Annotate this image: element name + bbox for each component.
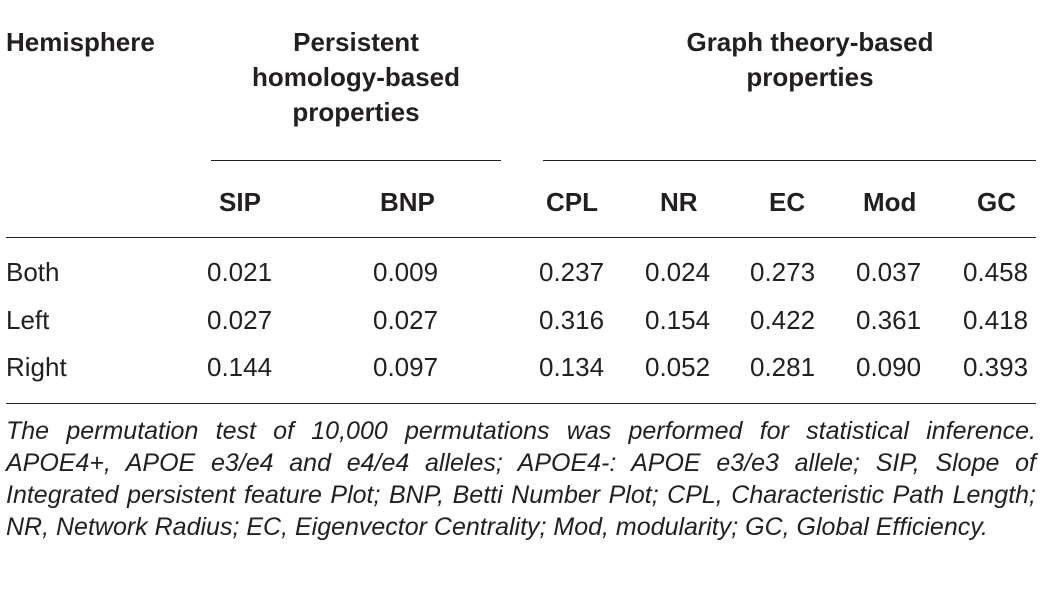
column-header-cpl: CPL [546, 187, 598, 217]
table-cell: 0.009 [373, 257, 439, 287]
table-cell: 0.024 [645, 257, 711, 287]
group-rule-persistent-homology [211, 160, 501, 161]
row-label-left: Left [6, 305, 50, 335]
row-label-right: Right [6, 352, 67, 382]
table-cell: 0.154 [645, 305, 711, 335]
table-cell: 0.052 [645, 352, 711, 382]
column-header-ec: EC [769, 187, 806, 217]
header-group-line: properties [292, 97, 420, 127]
column-header-gc: GC [977, 187, 1016, 217]
header-hemisphere: Hemisphere [6, 27, 155, 57]
table-bottom-rule [6, 403, 1036, 404]
table-cell: 0.281 [750, 352, 816, 382]
table-cell: 0.316 [539, 305, 605, 335]
table-cell: 0.393 [963, 352, 1029, 382]
table-cell: 0.097 [373, 352, 439, 382]
column-header-sip: SIP [219, 187, 261, 217]
header-group-persistent-homology: Persistent homology-based properties [206, 25, 506, 130]
header-group-graph-theory: Graph theory-based properties [660, 25, 960, 95]
table-cell: 0.273 [750, 257, 816, 287]
table-cell: 0.134 [539, 352, 605, 382]
column-header-nr: NR [660, 187, 698, 217]
table-cell: 0.021 [207, 257, 273, 287]
table-cell: 0.144 [207, 352, 273, 382]
table-cell: 0.237 [539, 257, 605, 287]
header-bottom-rule [6, 237, 1036, 238]
column-header-mod: Mod [863, 187, 917, 217]
header-group-line: homology-based [251, 62, 460, 92]
table-cell: 0.458 [963, 257, 1029, 287]
table-cell: 0.037 [856, 257, 922, 287]
table-cell: 0.027 [207, 305, 273, 335]
header-group-line: Graph theory-based [686, 27, 934, 57]
table-cell: 0.418 [963, 305, 1029, 335]
header-group-line: Persistent [293, 27, 419, 57]
table-cell: 0.027 [373, 305, 439, 335]
table-cell: 0.361 [856, 305, 922, 335]
table-cell: 0.422 [750, 305, 816, 335]
column-header-bnp: BNP [380, 187, 435, 217]
row-label-both: Both [6, 257, 60, 287]
table-cell: 0.090 [856, 352, 922, 382]
table-footnote: The permutation test of 10,000 permutati… [6, 417, 1036, 541]
group-rule-graph-theory [543, 160, 1036, 161]
header-group-line: properties [746, 62, 874, 92]
